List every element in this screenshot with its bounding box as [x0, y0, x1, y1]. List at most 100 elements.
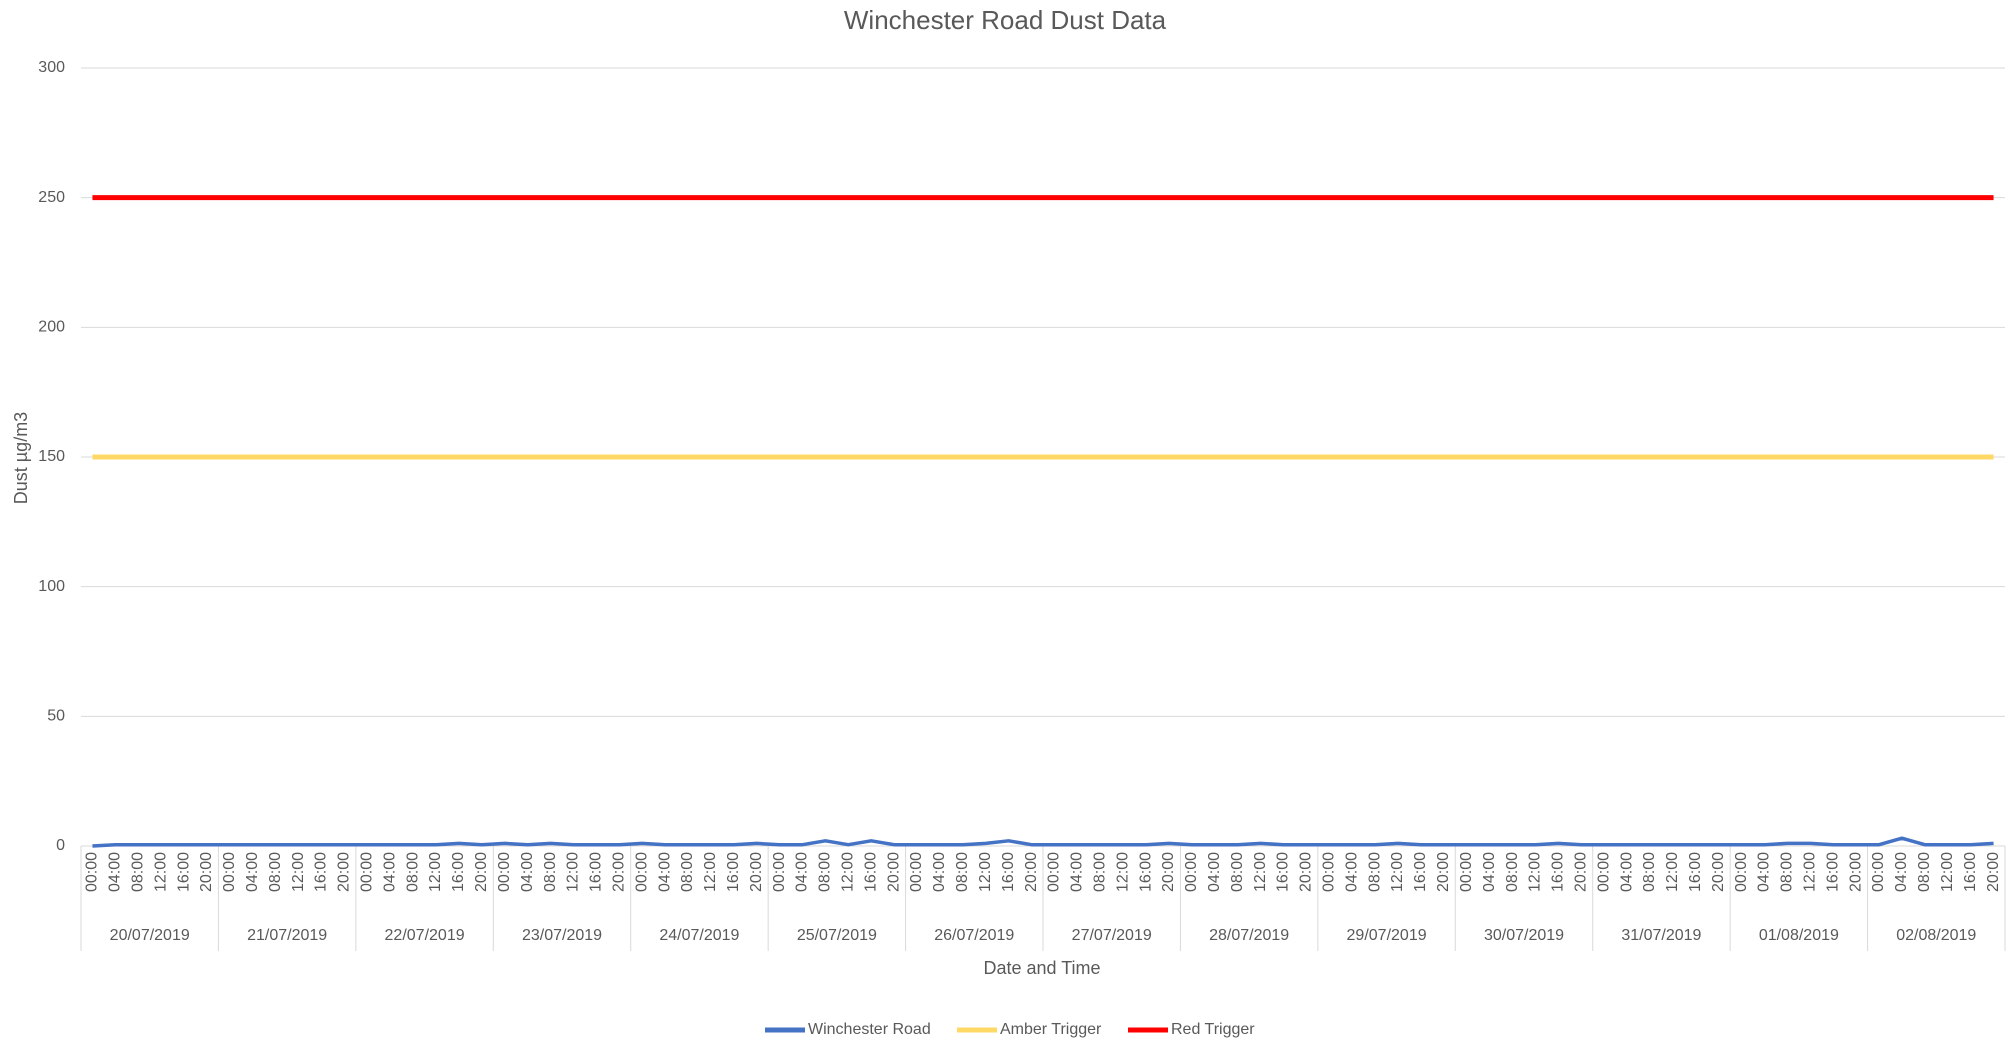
x-tick-label: 12:00: [427, 852, 444, 892]
group-label: 26/07/2019: [934, 927, 1014, 944]
x-tick-label: 08:00: [404, 852, 421, 892]
x-tick-label: 08:00: [954, 852, 971, 892]
x-tick-label: 12:00: [1252, 852, 1269, 892]
chart-title: Winchester Road Dust Data: [844, 5, 1167, 35]
group-label: 21/07/2019: [247, 927, 327, 944]
x-tick-label: 08:00: [267, 852, 284, 892]
y-tick-label: 250: [38, 189, 65, 206]
x-tick-label: 16:00: [1412, 852, 1429, 892]
group-label: 29/07/2019: [1347, 927, 1427, 944]
x-tick-label: 08:00: [1091, 852, 1108, 892]
x-tick-label: 16:00: [1000, 852, 1017, 892]
x-tick-label: 04:00: [931, 852, 948, 892]
x-tick-label: 16:00: [1824, 852, 1841, 892]
x-tick-label: 04:00: [1756, 852, 1773, 892]
x-tick-label: 20:00: [1298, 852, 1315, 892]
x-tick-label: 20:00: [885, 852, 902, 892]
x-tick-label: 20:00: [1023, 852, 1040, 892]
x-tick-label: 20:00: [1710, 852, 1727, 892]
x-tick-label: 00:00: [84, 852, 101, 892]
x-tick-label: 00:00: [1046, 852, 1063, 892]
x-tick-label: 20:00: [198, 852, 215, 892]
x-tick-label: 12:00: [565, 852, 582, 892]
x-tick-label: 16:00: [1687, 852, 1704, 892]
group-label: 20/07/2019: [110, 927, 190, 944]
x-tick-label: 08:00: [679, 852, 696, 892]
x-tick-label: 08:00: [1916, 852, 1933, 892]
x-tick-label: 00:00: [1870, 852, 1887, 892]
x-tick-label: 16:00: [313, 852, 330, 892]
x-tick-label: 08:00: [817, 852, 834, 892]
x-tick-label: 00:00: [1183, 852, 1200, 892]
x-tick-label: 08:00: [1229, 852, 1246, 892]
x-tick-label: 04:00: [381, 852, 398, 892]
x-tick-label: 00:00: [221, 852, 238, 892]
x-tick-label: 00:00: [496, 852, 513, 892]
x-tick-label: 08:00: [129, 852, 146, 892]
x-tick-label: 00:00: [908, 852, 925, 892]
x-tick-label: 12:00: [1664, 852, 1681, 892]
y-tick-label: 50: [47, 708, 65, 725]
group-label: 31/07/2019: [1621, 927, 1701, 944]
x-tick-label: 04:00: [794, 852, 811, 892]
x-tick-label: 12:00: [977, 852, 994, 892]
group-label: 01/08/2019: [1759, 927, 1839, 944]
x-tick-label: 00:00: [359, 852, 376, 892]
x-tick-label: 12:00: [152, 852, 169, 892]
x-tick-label: 20:00: [748, 852, 765, 892]
group-label: 02/08/2019: [1896, 927, 1976, 944]
x-tick-label: 16:00: [1962, 852, 1979, 892]
y-tick-label: 0: [56, 837, 65, 854]
legend-label: Winchester Road: [808, 1021, 931, 1038]
x-tick-label: 04:00: [1618, 852, 1635, 892]
x-tick-label: 20:00: [1572, 852, 1589, 892]
group-label: 28/07/2019: [1209, 927, 1289, 944]
x-tick-label: 20:00: [1847, 852, 1864, 892]
x-tick-label: 08:00: [1641, 852, 1658, 892]
x-tick-label: 12:00: [1527, 852, 1544, 892]
x-tick-label: 00:00: [1321, 852, 1338, 892]
x-tick-label: 16:00: [450, 852, 467, 892]
x-tick-label: 00:00: [633, 852, 650, 892]
x-tick-label: 04:00: [1893, 852, 1910, 892]
group-label: 25/07/2019: [797, 927, 877, 944]
x-tick-label: 12:00: [840, 852, 857, 892]
y-tick-label: 300: [38, 59, 65, 76]
x-tick-label: 00:00: [1733, 852, 1750, 892]
group-label: 27/07/2019: [1072, 927, 1152, 944]
x-tick-label: 04:00: [244, 852, 261, 892]
x-tick-label: 12:00: [1114, 852, 1131, 892]
x-tick-label: 12:00: [1939, 852, 1956, 892]
x-tick-label: 16:00: [175, 852, 192, 892]
x-tick-label: 20:00: [1985, 852, 2002, 892]
x-tick-label: 20:00: [1160, 852, 1177, 892]
x-tick-label: 20:00: [1435, 852, 1452, 892]
x-tick-label: 16:00: [1275, 852, 1292, 892]
x-tick-label: 04:00: [107, 852, 124, 892]
x-tick-label: 12:00: [1802, 852, 1819, 892]
legend-label: Red Trigger: [1171, 1021, 1255, 1038]
x-tick-label: 04:00: [1481, 852, 1498, 892]
series-line: [92, 836, 1994, 848]
x-tick-label: 00:00: [771, 852, 788, 892]
x-tick-label: 04:00: [1069, 852, 1086, 892]
x-tick-label: 12:00: [290, 852, 307, 892]
x-tick-label: 16:00: [1550, 852, 1567, 892]
x-tick-label: 04:00: [656, 852, 673, 892]
x-tick-label: 20:00: [336, 852, 353, 892]
x-tick-label: 16:00: [1137, 852, 1154, 892]
group-label: 24/07/2019: [659, 927, 739, 944]
group-label: 30/07/2019: [1484, 927, 1564, 944]
x-axis-title: Date and Time: [983, 958, 1100, 978]
x-tick-label: 00:00: [1595, 852, 1612, 892]
x-tick-label: 08:00: [542, 852, 559, 892]
x-tick-label: 04:00: [1206, 852, 1223, 892]
x-tick-label: 12:00: [1389, 852, 1406, 892]
x-tick-label: 08:00: [1504, 852, 1521, 892]
y-tick-label: 150: [38, 448, 65, 465]
x-tick-label: 04:00: [1343, 852, 1360, 892]
y-tick-label: 200: [38, 319, 65, 336]
x-tick-label: 04:00: [519, 852, 536, 892]
x-tick-label: 00:00: [1458, 852, 1475, 892]
